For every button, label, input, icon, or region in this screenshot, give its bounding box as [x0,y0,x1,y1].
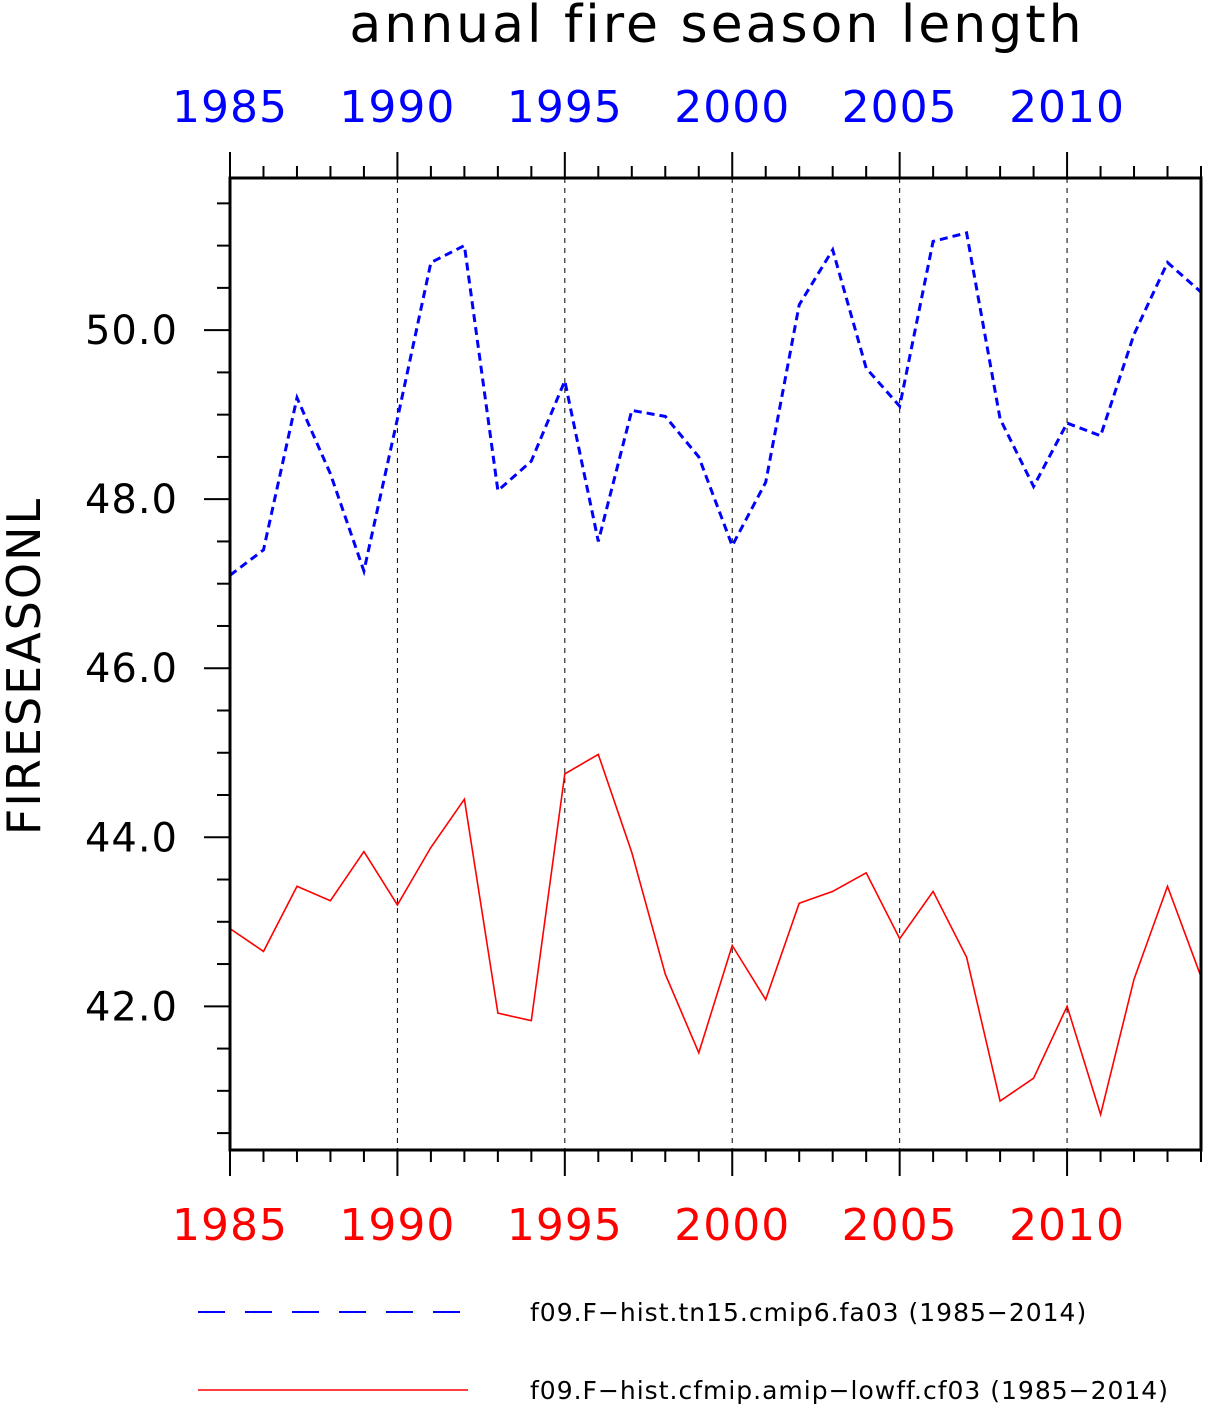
legend-label-1: f09.F−hist.tn15.cmip6.fa03 (1985−2014) [530,1298,1087,1327]
series-line-2 [229,753,1202,1118]
series-layer [229,231,1202,1118]
vertical-gridlines [396,178,1068,1150]
bottom-x-tick-label-2010: 2010 [1009,1200,1125,1251]
legend-label-2: f09.F−hist.cfmip.amip−lowff.cf03 (1985−2… [530,1376,1169,1405]
top-x-tick-label-1995: 1995 [507,82,623,133]
y-tick-label-50.0: 50.0 [85,308,178,354]
top-x-tick-label-1985: 1985 [172,82,288,133]
y-tick-label-44.0: 44.0 [85,815,178,861]
legend: f09.F−hist.tn15.cmip6.fa03 (1985−2014) f0… [198,1298,1169,1405]
top-x-tick-label-2010: 2010 [1009,82,1125,133]
top-x-tick-label-2000: 2000 [674,82,790,133]
axis-ticks [204,152,1202,1176]
y-tick-label-46.0: 46.0 [85,646,178,692]
series-line-1 [229,231,1202,577]
y-tick-label-48.0: 48.0 [85,477,178,523]
bottom-x-tick-label-2005: 2005 [842,1200,958,1251]
bottom-x-tick-label-2000: 2000 [674,1200,790,1251]
y-tick-label-42.0: 42.0 [85,984,178,1030]
bottom-x-tick-label-1990: 1990 [339,1200,455,1251]
top-x-tick-label-2005: 2005 [842,82,958,133]
plot-frame [228,176,1203,1152]
bottom-x-tick-label-1985: 1985 [172,1200,288,1251]
bottom-x-tick-label-1995: 1995 [507,1200,623,1251]
chart-title: annual fire season length [349,0,1084,55]
top-x-tick-label-1990: 1990 [339,82,455,133]
y-axis-label: FIRESEASONL [0,497,51,835]
tick-labels: 42.0 44.0 46.0 48.0 50.0 1985 1985 1990 1990 1995… [85,82,1125,1251]
